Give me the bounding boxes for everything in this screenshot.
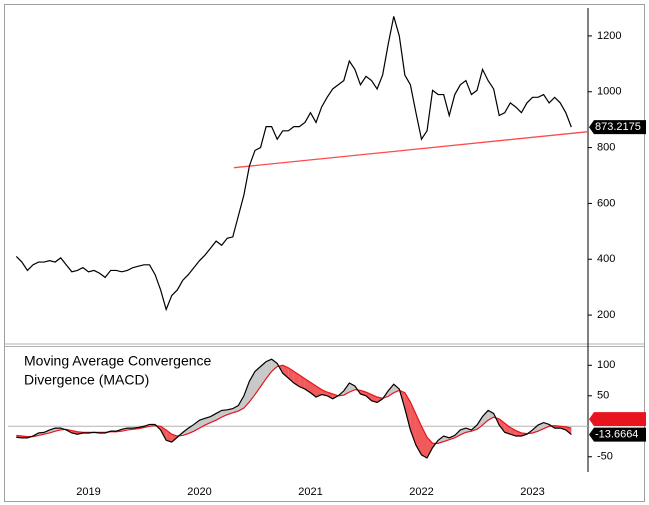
macd-fill [254, 366, 261, 395]
macd-fill [243, 381, 250, 408]
chart-title: Divergence (MACD) [24, 372, 149, 388]
macd-fill [271, 359, 278, 372]
y-tick-label: 200 [597, 309, 615, 321]
last-value-box [589, 412, 646, 427]
macd-fill [410, 401, 416, 446]
y-tick-label: 50 [597, 390, 609, 402]
chart-title: Moving Average Convergence [24, 353, 212, 369]
frame [4, 4, 645, 502]
last-value-box [589, 120, 646, 135]
macd-fill [404, 392, 411, 430]
macd-fill [421, 426, 428, 458]
trend-line [233, 131, 589, 169]
last-value-label: -13.6664 [595, 429, 638, 441]
macd-fill [504, 423, 511, 435]
y-tick-label: 800 [597, 141, 615, 153]
x-tick-label: 2022 [409, 486, 433, 498]
macd-fill [49, 428, 56, 433]
macd-fill [316, 386, 322, 397]
y-tick-label: 1000 [597, 86, 621, 98]
x-tick-label: 2020 [187, 486, 211, 498]
y-tick-label: 1200 [597, 30, 621, 42]
macd-fill [510, 427, 516, 437]
macd-fill [238, 395, 244, 412]
macd-fill [343, 382, 350, 396]
macd-fill [304, 378, 311, 393]
x-tick-label: 2019 [76, 486, 100, 498]
last-value-box [589, 427, 646, 442]
series-line [15, 16, 572, 312]
macd-fill [299, 375, 305, 390]
series-line [16, 358, 572, 459]
macd-fill [515, 430, 522, 437]
macd-fill [282, 365, 289, 379]
x-tick-label: 2021 [298, 486, 322, 498]
x-tick-label: 2023 [520, 486, 544, 498]
macd-fill [443, 436, 450, 442]
macd-fill [293, 371, 300, 387]
y-tick-label: 400 [597, 253, 615, 265]
y-tick-label: -50 [597, 451, 613, 463]
y-tick-label: 100 [597, 359, 615, 371]
y-tick-label: 600 [597, 197, 615, 209]
last-value-label: 873.2175 [595, 121, 641, 133]
macd-fill [166, 429, 172, 443]
macd-fill [266, 359, 272, 379]
